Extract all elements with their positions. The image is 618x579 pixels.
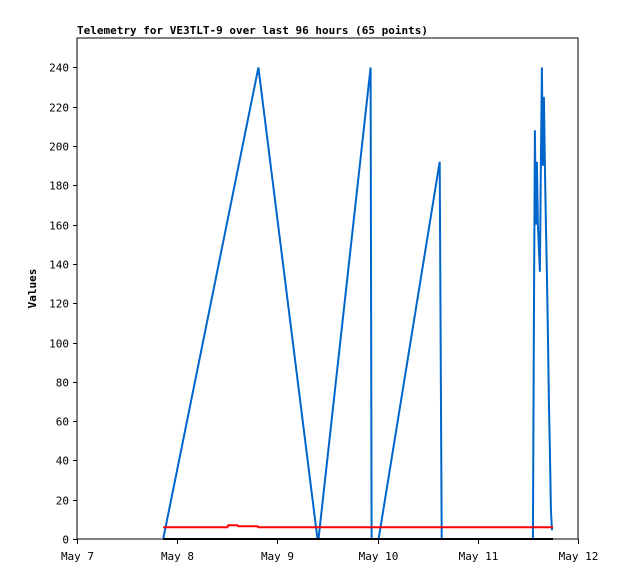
x-tick-label: May 8 xyxy=(161,550,194,563)
x-tick-label: May 12 xyxy=(559,550,599,563)
y-tick-label: 140 xyxy=(49,259,69,272)
y-tick-label: 20 xyxy=(56,495,69,508)
y-tick-label: 160 xyxy=(49,220,69,233)
y-tick-label: 60 xyxy=(56,416,69,429)
x-tick-label: May 9 xyxy=(261,550,294,563)
series-line-2 xyxy=(163,524,553,529)
x-tick-label: May 7 xyxy=(61,550,94,563)
y-tick-label: 120 xyxy=(49,298,69,311)
y-tick-label: 200 xyxy=(49,141,69,154)
x-tick-label: May 10 xyxy=(359,550,399,563)
y-tick-label: 0 xyxy=(62,534,69,547)
series-line-1 xyxy=(162,67,553,540)
y-tick-label: 240 xyxy=(49,62,69,75)
y-tick-label: 220 xyxy=(49,102,69,115)
y-tick-label: 100 xyxy=(49,338,69,351)
y-tick-label: 40 xyxy=(56,455,69,468)
chart-title: Telemetry for VE3TLT-9 over last 96 hour… xyxy=(77,24,428,37)
y-tick-label: 80 xyxy=(56,377,69,390)
y-tick-label: 180 xyxy=(49,180,69,193)
x-tick-label: May 11 xyxy=(459,550,499,563)
y-axis-label: Values xyxy=(26,269,39,309)
